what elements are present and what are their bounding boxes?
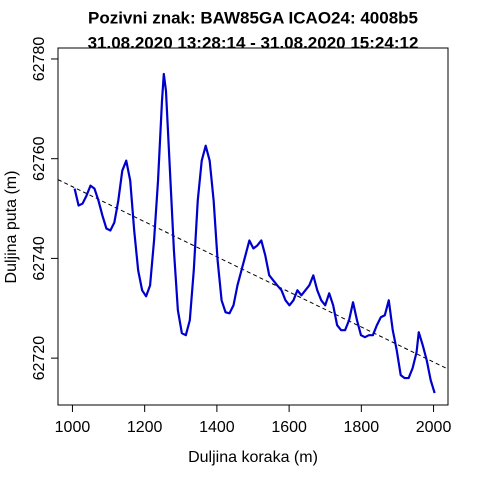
- y-tick-label: 62780: [31, 37, 48, 82]
- y-tick-label: 62740: [31, 236, 48, 281]
- x-tick-label: 2000: [416, 419, 452, 436]
- chart-subtitle: 31.08.2020 13:28:14 - 31.08.2020 15:24:1…: [88, 33, 419, 52]
- chart-title: Pozivni znak: BAW85GA ICAO24: 4008b5: [88, 8, 418, 27]
- trend-line: [57, 179, 449, 370]
- x-axis-label: Duljina koraka (m): [188, 449, 318, 466]
- x-tick-label: 1800: [344, 419, 380, 436]
- x-tick-label: 1000: [55, 419, 91, 436]
- plot-box: [57, 47, 449, 406]
- y-axis-label: Duljina puta (m): [3, 171, 20, 284]
- y-tick-label: 62760: [31, 136, 48, 181]
- y-tick-label: 62720: [31, 336, 48, 381]
- data-line: [73, 72, 436, 394]
- x-tick-label: 1200: [127, 419, 163, 436]
- x-tick-label: 1400: [199, 419, 235, 436]
- x-tick-label: 1600: [271, 419, 307, 436]
